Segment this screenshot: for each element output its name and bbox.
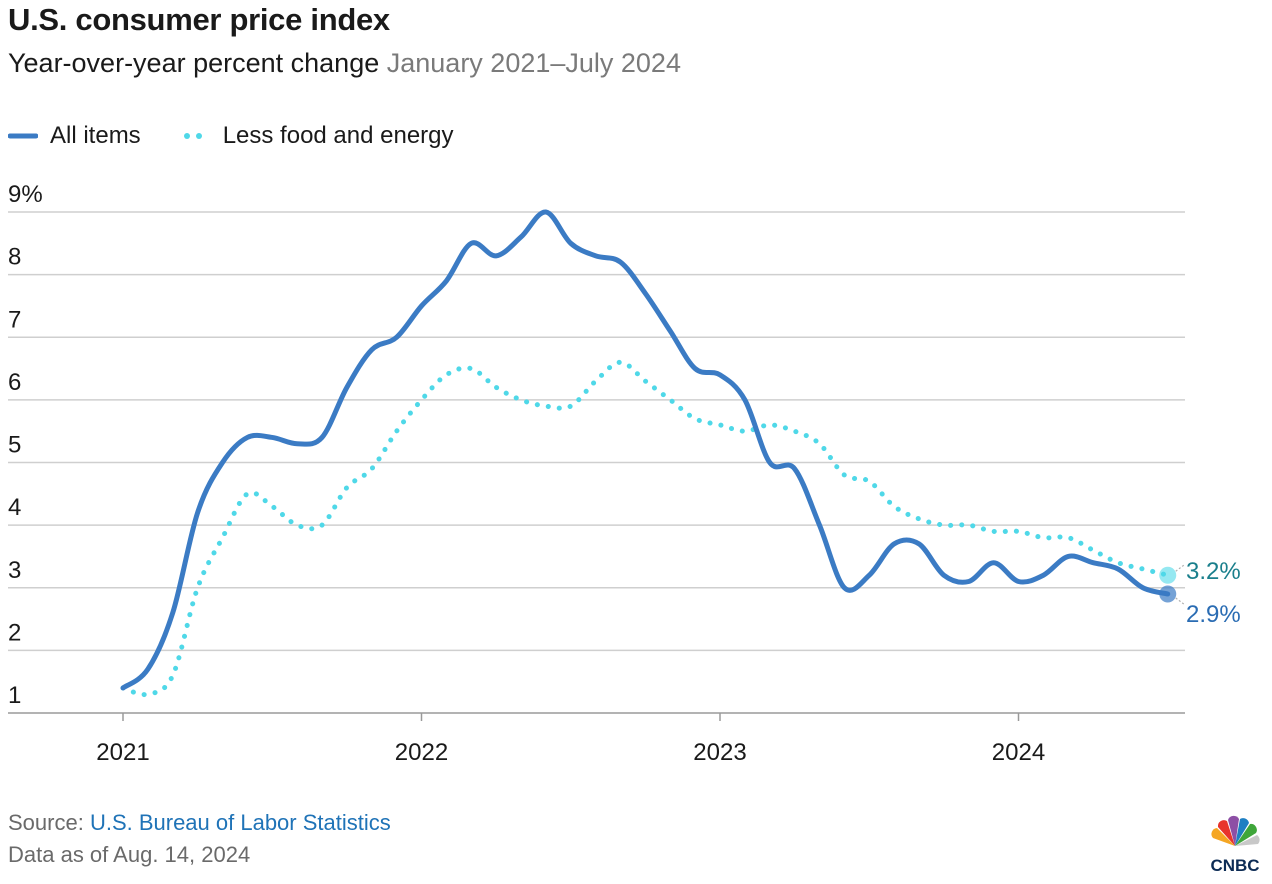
peacock-icon: CNBC: [1210, 815, 1260, 875]
y-tick-label: 4: [8, 494, 21, 521]
y-tick-label: 8: [8, 244, 21, 271]
end-marker-core: [1159, 566, 1177, 584]
chart-subtitle: Year-over-year percent change January 20…: [8, 48, 681, 79]
legend-label-all-items: All items: [50, 122, 141, 149]
x-tick-label: 2023: [693, 739, 746, 766]
end-label-leader: [1175, 597, 1185, 605]
logo-text: CNBC: [1210, 856, 1259, 874]
y-tick-label: 6: [8, 369, 21, 396]
source-link[interactable]: U.S. Bureau of Labor Statistics: [89, 810, 391, 835]
y-tick-label: 3: [8, 557, 21, 584]
y-tick-label: 2: [8, 619, 21, 646]
end-label-all-items: 2.9%: [1186, 601, 1241, 628]
source-line: Source: U.S. Bureau of Labor Statistics: [8, 810, 391, 836]
x-tick-label: 2022: [395, 739, 448, 766]
subtitle-text: Year-over-year percent change: [8, 48, 380, 78]
legend-swatch-solid: [8, 133, 38, 139]
end-label-core: 3.2%: [1186, 558, 1241, 585]
series-line-all-items: [120, 209, 1171, 691]
y-tick-label: 1: [8, 682, 21, 709]
legend-swatch-dotted: [183, 133, 202, 139]
subtitle-date-range: January 2021–July 2024: [386, 48, 681, 78]
x-tick-label: 2021: [96, 739, 149, 766]
chart-title: U.S. consumer price index: [8, 2, 390, 37]
label-layer: 9% 8 7 6 5 4 3 2 1 2021 2022 2023 2024 3.2% 2.9%: [8, 181, 1241, 766]
series-line-core: [120, 359, 1171, 698]
legend-item-core: Less food and energy: [181, 120, 454, 152]
grid-layer: [8, 211, 1185, 721]
data-as-of: Data as of Aug. 14, 2024: [8, 842, 251, 867]
cnbc-logo: CNBC: [1204, 814, 1266, 875]
y-tick-label: 5: [8, 432, 21, 459]
x-tick-label: 2024: [992, 739, 1045, 766]
end-marker-all-items: [1159, 585, 1177, 603]
chart-legend: All items Less food and energy: [8, 120, 494, 152]
legend-item-all-items: All items: [8, 120, 141, 152]
y-tick-label: 9%: [8, 181, 43, 208]
end-label-leader: [1175, 564, 1185, 572]
legend-label-core: Less food and energy: [222, 122, 454, 149]
source-prefix: Source:: [8, 810, 90, 835]
series-layer: [120, 209, 1185, 698]
y-tick-label: 7: [8, 306, 21, 333]
